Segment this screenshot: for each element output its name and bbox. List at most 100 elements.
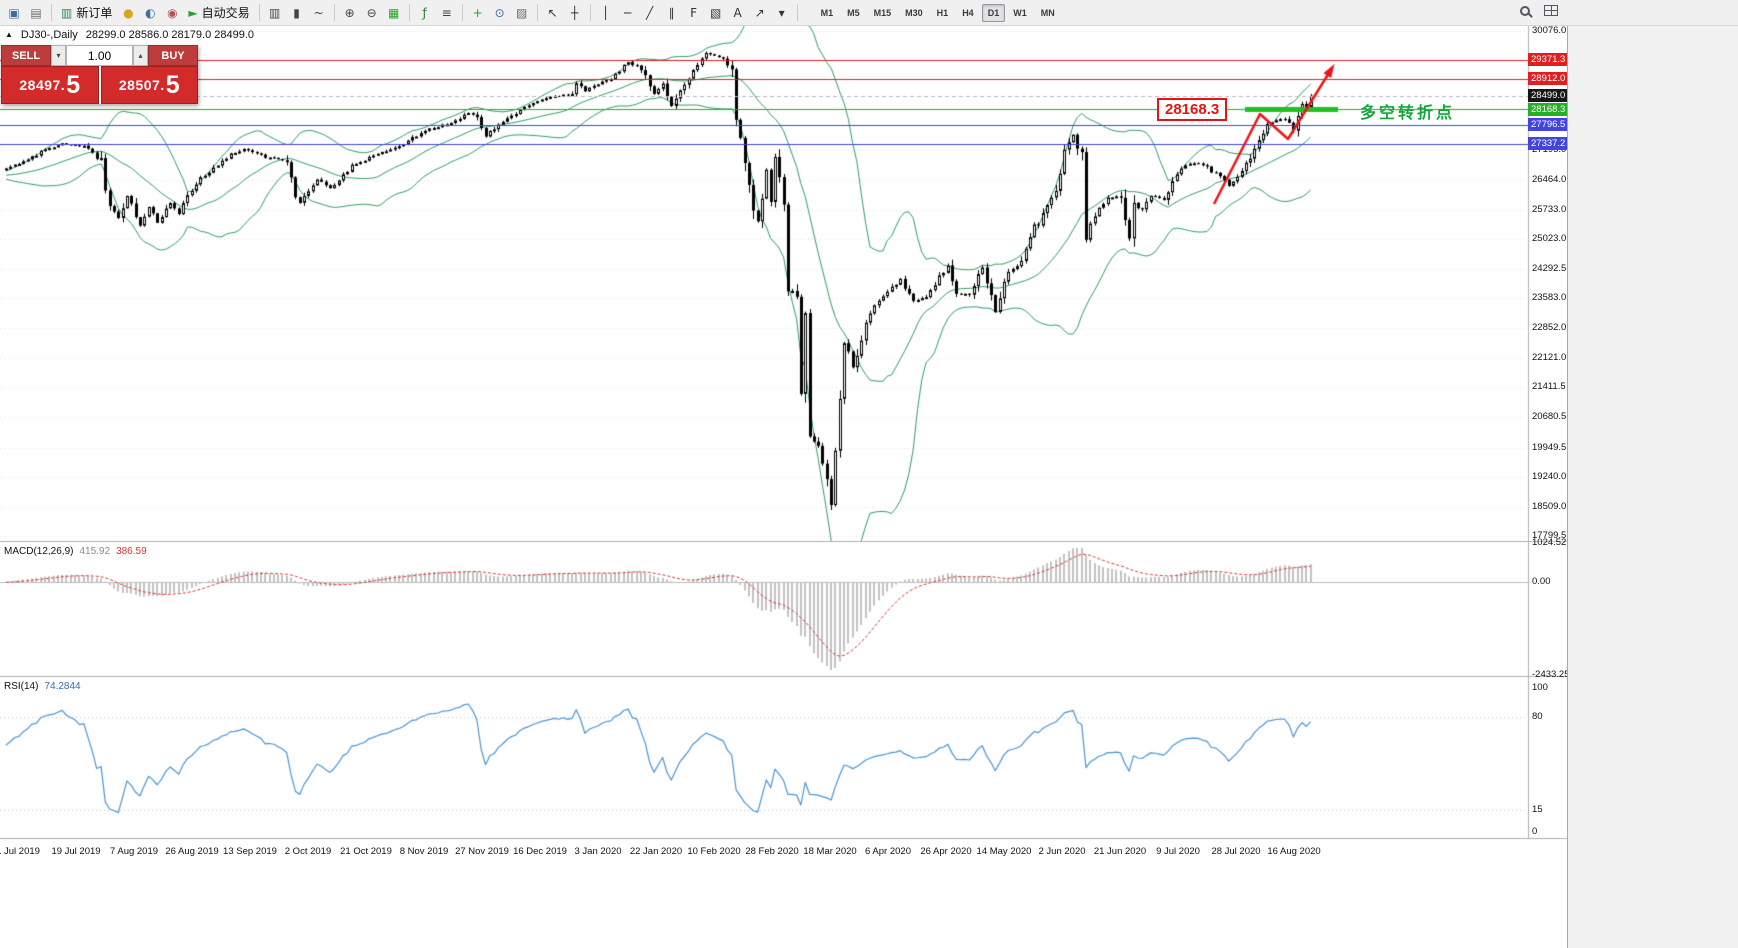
timeframe-button-m1[interactable]: M1 [820,7,834,18]
sell-button[interactable]: SELL [1,45,51,66]
rsi-name: RSI(14) [4,681,39,692]
channel-icon[interactable]: ∥ [662,3,682,23]
profiles-icon[interactable]: ▤ [26,3,46,23]
volume-up-spinner[interactable]: ▴ [133,45,148,66]
macd-axis-label: 1024.52 [1532,536,1567,548]
auto-trading-button-label: 自动交易 [201,6,250,20]
cursor-icon[interactable]: ↖ [543,3,563,23]
line-chart-icon-glyph: ~ [313,5,324,20]
crosshair-icon[interactable]: ┼ [565,3,585,23]
tile-windows-icon-glyph: ▦ [387,5,400,20]
indicators-icon[interactable]: ƒ [415,3,435,23]
news-icon[interactable]: ◉ [162,3,182,23]
periods-icon-glyph: ⊙ [494,5,505,20]
shapes-icon-glyph: ▧ [709,5,722,20]
timeframe-button-h1[interactable]: H1 [936,7,949,18]
new-order-button-label: 新订单 [76,6,113,20]
bar-chart-icon-glyph: ▥ [268,5,281,20]
buy-price: 28507. [118,77,165,93]
horizontal-line-icon-glyph: ─ [623,5,632,20]
zoom-out-icon[interactable]: ⊖ [362,3,382,23]
macd-axis-label: 0.00 [1532,576,1551,587]
date-axis-label: 28 Jul 2020 [1211,846,1261,857]
indicator-list-icon[interactable]: ≡ [437,3,457,23]
turning-point-annotation[interactable]: 多空转折点 [1360,105,1456,122]
toolbar-button-group: ▣ ▤ ▥ 新订单 ● ◐ ◉ ► 自动交易 ▥ ▮ ~ ⊕ ⊖ ▦ ƒ ≡ + ⊙ ▨ ↖ ┼ │ ─ ╱ ∥ F ▧ A ↗ ▾ [3,3,793,23]
fibonacci-icon[interactable]: F [684,3,704,23]
chart-window: ▲ DJ30-,Daily 28299.0 28586.0 28179.0 28… [0,26,1568,948]
templates-icon-glyph: ▨ [515,5,528,20]
toolbar-separator [408,4,410,21]
data-window-icon[interactable]: ◐ [140,3,160,23]
rsi-axis-label: 100 [1532,682,1548,693]
date-axis-label: 22 Jan 2020 [629,846,683,857]
objects-dropdown-icon-glyph: ▾ [778,5,785,20]
price-level-flag[interactable]: 28168.3 [1157,98,1228,121]
indicators-icon-glyph: ƒ [422,5,427,20]
price-axis-label: 21411.5 [1532,381,1566,393]
timeframe-button-m30[interactable]: M30 [905,7,923,18]
macd-signal-value: 386.59 [116,546,147,557]
objects-dropdown-icon[interactable]: ▾ [772,3,792,23]
sell-price-button[interactable]: 28497. 5 [1,66,99,104]
new-order-button-glyph: ▥ [61,5,73,20]
vertical-line-icon[interactable]: │ [596,3,616,23]
horizontal-line-icon[interactable]: ─ [618,3,638,23]
price-line-badge: 28168.3 [1528,102,1567,116]
timeframe-button-m15[interactable]: M15 [873,7,892,18]
text-icon[interactable]: A [728,3,748,23]
date-axis-label: 2 Oct 2019 [284,846,332,857]
date-axis-label: 27 Nov 2019 [455,846,509,857]
text-icon-glyph: A [733,5,742,20]
timeframe-button-mn[interactable]: MN [1040,7,1055,18]
periods-icon[interactable]: ⊙ [490,3,510,23]
arrows-icon-glyph: ↗ [754,5,765,20]
toolbar-right-group [1520,5,1558,16]
panel-collapse-icon[interactable]: ▲ [5,30,13,39]
templates-icon[interactable]: ▨ [512,3,532,23]
channel-icon-glyph: ∥ [668,5,675,20]
toolbar-separator [589,4,591,21]
line-chart-icon[interactable]: ~ [309,3,329,23]
market-watch-icon[interactable]: ● [118,3,138,23]
price-axis-label: 19949.5 [1532,441,1567,453]
price-axis-label: 22121.0 [1532,352,1567,364]
price-chart-canvas[interactable] [0,26,1567,948]
price-line-badge: 27796.5 [1528,118,1567,132]
price-axis-label: 24292.5 [1532,262,1567,274]
window-layout-icon[interactable] [1544,5,1558,16]
buy-button[interactable]: BUY [148,45,198,66]
price-axis-label: 23583.0 [1532,292,1567,304]
bar-chart-icon[interactable]: ▥ [265,3,285,23]
timeframe-button-m5[interactable]: M5 [847,7,860,18]
rsi-indicator-label: RSI(14) 74.2844 [4,681,81,692]
date-axis-label: 26 Aug 2019 [165,846,219,857]
zoom-in-icon[interactable]: ⊕ [340,3,360,23]
price-axis-label: 18509.0 [1532,500,1567,512]
timeframe-button-w1[interactable]: W1 [1013,7,1027,18]
symbol-ohlc: 28299.0 28586.0 28179.0 28499.0 [85,29,254,41]
trendline-icon[interactable]: ╱ [640,3,660,23]
trendline-icon-glyph: ╱ [645,5,654,20]
new-chart-icon[interactable]: ▣ [4,3,24,23]
timeframe-button-h4[interactable]: H4 [962,7,974,18]
volume-down-spinner[interactable]: ▾ [51,45,66,66]
arrows-icon[interactable]: ↗ [750,3,770,23]
search-icon[interactable] [1520,5,1530,16]
date-axis-label: 21 Oct 2019 [340,846,392,857]
auto-trading-button-glyph: ► [188,5,198,20]
shapes-icon[interactable]: ▧ [706,3,726,23]
timeframe-toolbar: M1 M5 M15 M30 H1 H4 D1 W1 MN [814,3,1062,22]
price-line-badge: 29371.3 [1528,53,1567,67]
add-indicator-icon[interactable]: + [468,3,488,23]
timeframe-button-d1[interactable]: D1 [981,3,1006,22]
date-axis-label: 16 Dec 2019 [513,846,567,857]
volume-input[interactable] [66,45,133,66]
buy-price-button[interactable]: 28507. 5 [100,66,198,104]
new-order-button[interactable]: ▥ 新订单 [57,3,116,23]
macd-indicator-label: MACD(12,26,9) 415.92 386.59 [4,546,147,557]
tile-windows-icon[interactable]: ▦ [384,3,404,23]
auto-trading-button[interactable]: ► 自动交易 [184,3,253,23]
candlestick-chart-icon[interactable]: ▮ [287,3,307,23]
price-axis-label: 26464.0 [1532,173,1567,185]
